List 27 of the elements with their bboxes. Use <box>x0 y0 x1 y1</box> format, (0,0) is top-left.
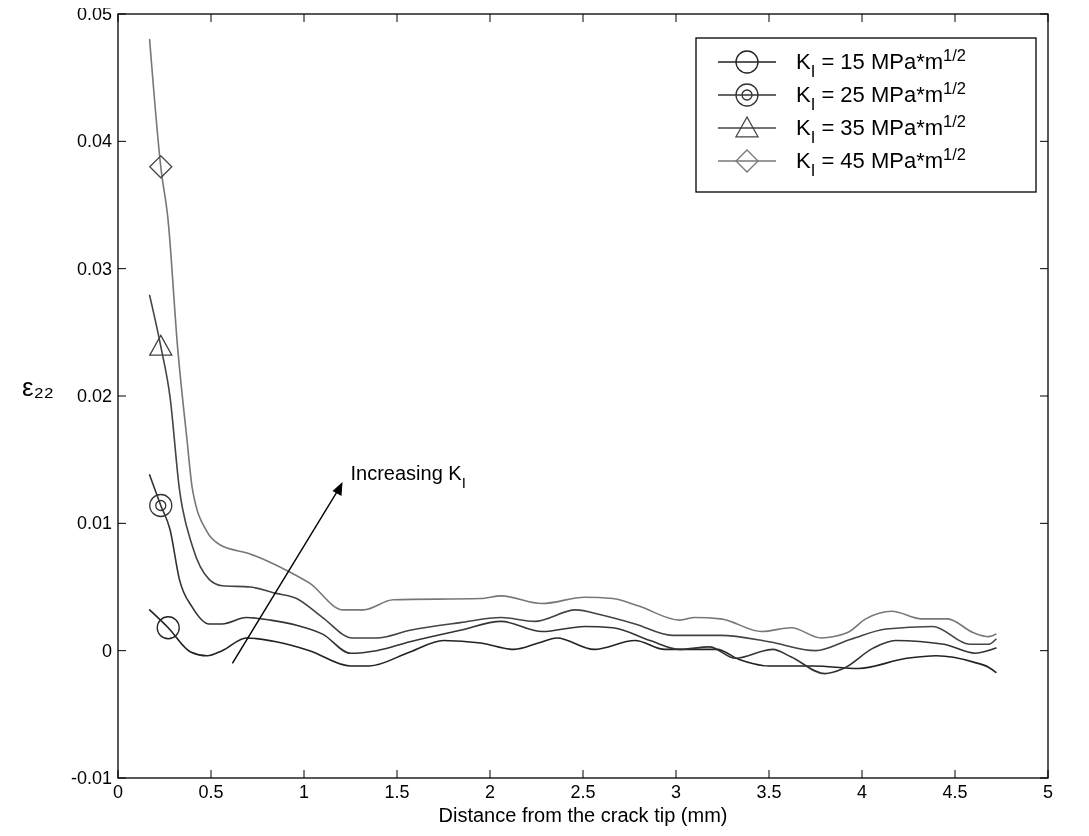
line-series <box>148 38 997 639</box>
x-tick-label: 4.5 <box>942 782 968 802</box>
line-series <box>148 294 997 652</box>
x-axis-title: Distance from the crack tip (mm) <box>438 804 728 826</box>
annotation: Increasing K$_{I}$ <box>350 462 466 492</box>
y-tick-label: -0.01 <box>70 768 112 788</box>
line-series <box>148 609 997 674</box>
legend-label: K$_{I}$ = 25 MPa*m$^{1/2}$ <box>796 79 966 113</box>
legend-label: K$_{I}$ = 45 MPa*m$^{1/2}$ <box>796 145 966 179</box>
legend-label: K$_{I}$ = 35 MPa*m$^{1/2}$ <box>796 112 966 146</box>
y-tick-label: 0.04 <box>76 131 112 152</box>
x-tick-label: 1 <box>298 782 310 802</box>
y-tick-label: 0.02 <box>76 386 112 406</box>
y-axis-title: ε₂₂ <box>22 372 54 402</box>
x-tick-label: 5 <box>1042 782 1054 802</box>
x-tick-label: 3.5 <box>756 782 782 802</box>
x-tick-label: 3 <box>670 782 682 802</box>
x-tick-label: 0.5 <box>198 782 224 802</box>
y-tick-label: 0 <box>101 640 112 661</box>
y-tick-label: 0.05 <box>76 4 112 24</box>
x-tick-label: 1.5 <box>384 782 410 802</box>
x-tick-label: 2 <box>484 782 496 802</box>
y-tick-label: 0.03 <box>76 258 112 279</box>
x-tick-label: 4 <box>856 782 868 802</box>
x-tick-label: 2.5 <box>570 782 596 802</box>
legend-label: K$_{I}$ = 15 MPa*m$^{1/2}$ <box>796 46 966 80</box>
y-tick-label: 0.01 <box>76 513 112 534</box>
